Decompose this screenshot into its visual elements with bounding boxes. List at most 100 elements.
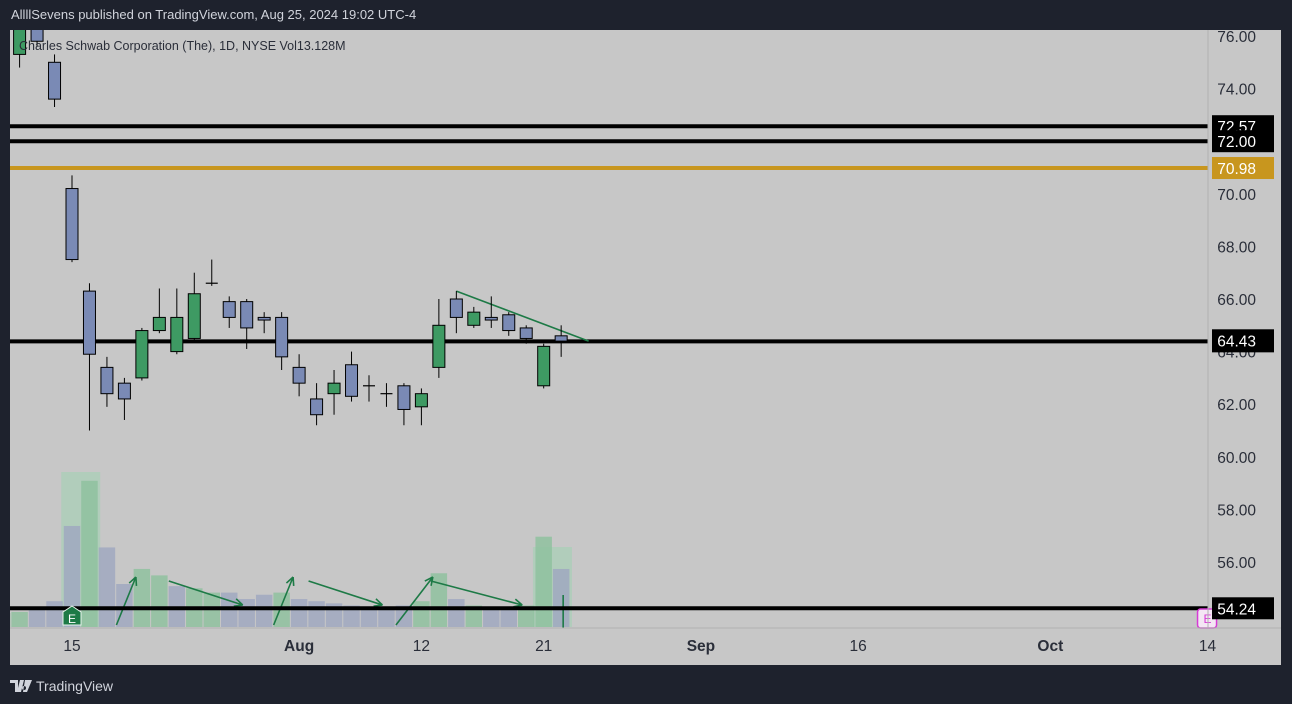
candle-body xyxy=(467,311,481,326)
candle-body xyxy=(170,316,184,353)
volume-bar xyxy=(46,601,63,627)
candle-body xyxy=(292,366,306,384)
trend-arrow-head xyxy=(285,576,294,584)
trend-arrow-head xyxy=(135,576,138,587)
volume-bar xyxy=(413,601,430,627)
tradingview-brand[interactable]: TradingView xyxy=(36,678,114,694)
candle-body xyxy=(222,301,236,318)
volume-bar xyxy=(378,609,395,627)
candle xyxy=(484,296,498,328)
volume-bar xyxy=(308,601,325,627)
price-tick-label: 62.00 xyxy=(1217,397,1256,414)
price-tick-label: 68.00 xyxy=(1217,239,1256,256)
candle xyxy=(257,312,271,334)
candle-body xyxy=(187,293,201,339)
trend-arrow-head xyxy=(514,598,523,606)
candle-body xyxy=(310,398,324,416)
time-tick-label: Aug xyxy=(284,638,314,655)
time-tick-label: 12 xyxy=(413,638,430,655)
candle xyxy=(519,325,533,344)
symbol-legend: Charles Schwab Corporation (The), 1D, NY… xyxy=(19,39,346,53)
price-tick-label: 70.00 xyxy=(1217,187,1256,204)
publish-header: AllllSevens published on TradingView.com… xyxy=(0,0,1292,30)
candle xyxy=(82,283,96,431)
price-chart[interactable]: EECharles Schwab Corporation (The), 1D, … xyxy=(10,30,1281,665)
time-tick-label: Sep xyxy=(687,638,715,655)
earnings-badge-label: E xyxy=(68,612,76,626)
candle-body xyxy=(152,316,166,332)
candle xyxy=(327,370,341,415)
time-tick-label: 14 xyxy=(1199,638,1217,655)
candle xyxy=(502,312,516,336)
trend-arrow-head xyxy=(424,576,434,582)
candle-body xyxy=(502,314,516,332)
candle-body xyxy=(257,316,271,321)
volume-bar xyxy=(517,605,535,627)
trend-arrow-head xyxy=(128,576,137,584)
volume-bar xyxy=(500,609,517,627)
candle xyxy=(362,375,375,402)
candle xyxy=(467,306,481,328)
time-tick-label: 15 xyxy=(63,638,80,655)
volume-bar xyxy=(483,607,500,627)
price-tick-label: 74.00 xyxy=(1217,82,1256,99)
volume-bar xyxy=(552,568,570,627)
volume-bar xyxy=(430,573,448,627)
trend-arrow-head xyxy=(235,598,244,606)
trend-arrow-head xyxy=(292,576,295,587)
price-tick-label: 76.00 xyxy=(1217,30,1256,46)
price-axis: 76.0074.0072.0070.0068.0066.0064.0062.00… xyxy=(1207,30,1274,628)
current-price-tag: 64.43 xyxy=(1212,329,1274,352)
time-tick-label: Oct xyxy=(1037,638,1063,655)
candle-body xyxy=(484,316,498,321)
candle xyxy=(537,343,551,389)
level-price-tag-box xyxy=(1212,130,1274,153)
volume-trend-arrow xyxy=(559,595,564,643)
level-price-tag-text: 54.24 xyxy=(1217,601,1256,618)
candle-body xyxy=(327,382,341,395)
volume-trend-arrow xyxy=(272,576,295,626)
level-price-tag: 54.24 xyxy=(1212,597,1274,620)
volume-bar xyxy=(535,536,552,627)
volume-bar xyxy=(98,547,116,627)
volume-bar xyxy=(11,611,28,627)
volume-trend-arrow xyxy=(168,580,244,608)
candle xyxy=(275,312,289,371)
candle-body xyxy=(554,335,568,342)
candle-body xyxy=(117,382,131,400)
candle xyxy=(48,54,62,108)
candle xyxy=(205,259,218,286)
volume-bar xyxy=(238,599,255,627)
trend-arrow-head xyxy=(373,604,383,608)
volume-bar xyxy=(290,599,308,627)
price-tick-label: 56.00 xyxy=(1217,555,1256,572)
level-price-tag-text: 72.00 xyxy=(1217,134,1256,151)
candle xyxy=(449,291,463,334)
trend-arrow-shaft xyxy=(115,576,137,626)
level-price-tag-box xyxy=(1212,157,1274,180)
volume-trend-arrow xyxy=(115,576,138,626)
candle xyxy=(397,383,411,426)
publish-info: AllllSevens published on TradingView.com… xyxy=(11,7,417,22)
volume-bar xyxy=(343,605,360,627)
candle xyxy=(100,356,114,407)
level-price-tag-text: 70.98 xyxy=(1217,161,1256,178)
volume-bar xyxy=(465,605,483,627)
volume-bar xyxy=(28,609,46,627)
candle-body xyxy=(30,30,44,42)
chart-pane[interactable]: EECharles Schwab Corporation (The), 1D, … xyxy=(10,30,1281,665)
trend-arrow-head xyxy=(559,635,563,643)
candle xyxy=(310,383,324,426)
candle xyxy=(152,288,166,334)
candle xyxy=(187,272,201,342)
price-tick-label: 60.00 xyxy=(1217,450,1256,467)
volume-bar xyxy=(63,525,81,627)
level-price-tag-box xyxy=(1212,597,1274,620)
candle xyxy=(117,377,131,420)
plot-area xyxy=(10,30,1208,643)
earnings-badge[interactable]: E xyxy=(62,605,82,626)
tradingview-logo-icon[interactable] xyxy=(10,678,32,694)
candle-body xyxy=(537,345,551,387)
candle xyxy=(414,388,428,426)
candle xyxy=(554,325,568,357)
